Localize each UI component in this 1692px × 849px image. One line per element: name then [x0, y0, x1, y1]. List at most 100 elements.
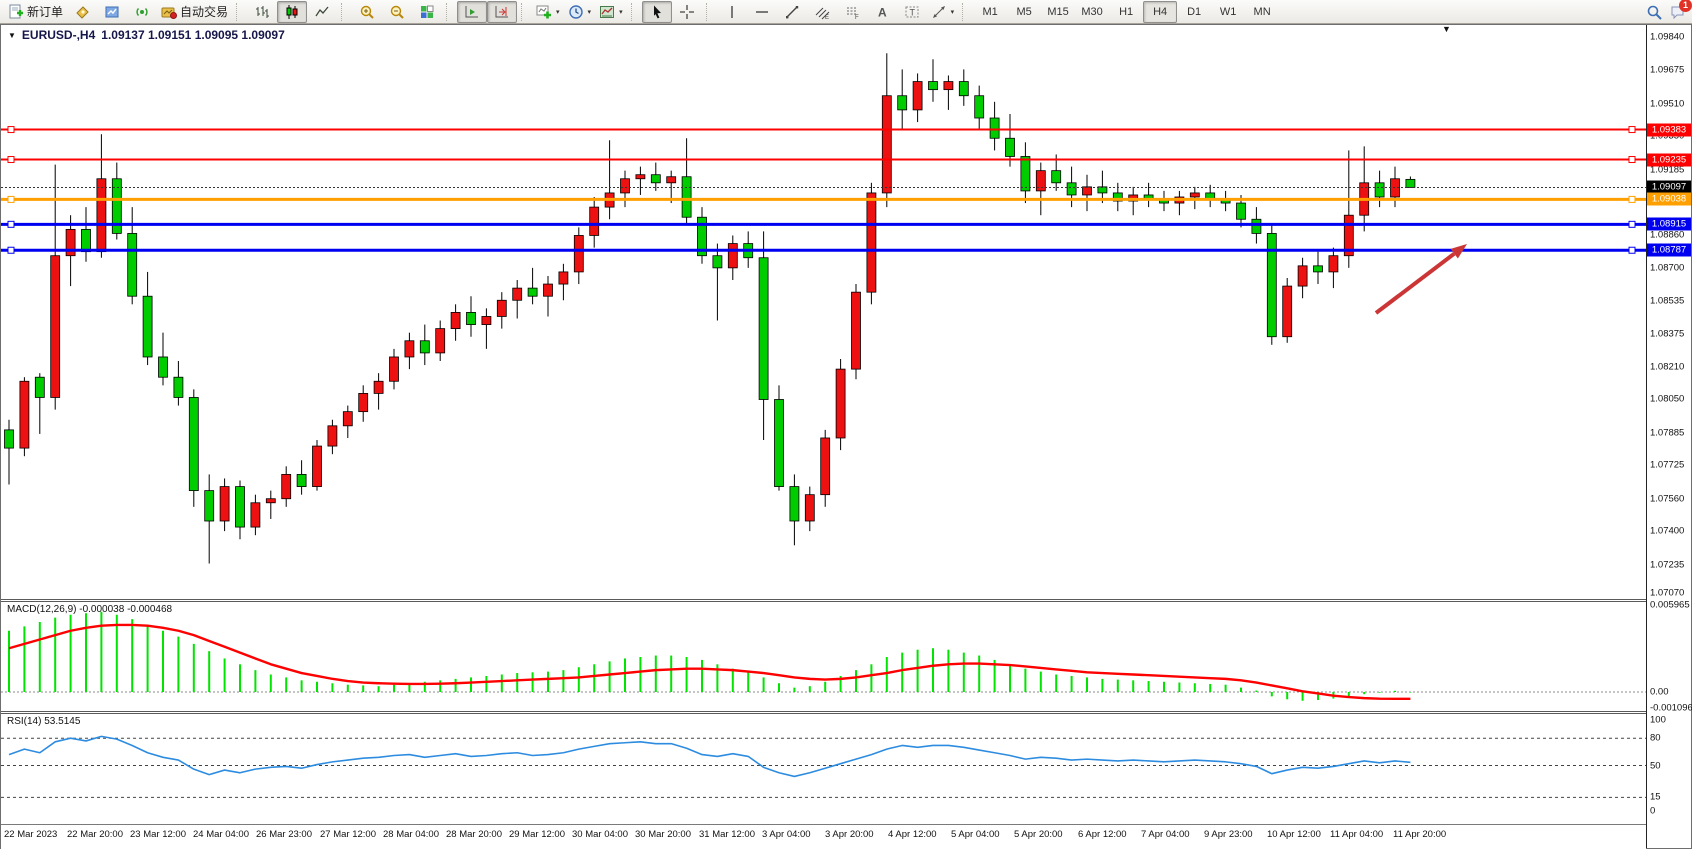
vertical-line-button[interactable] [717, 1, 747, 23]
svg-text:T: T [909, 7, 915, 17]
text-button[interactable]: A [867, 1, 897, 23]
cursor-icon [649, 4, 665, 20]
rsi-chart[interactable] [1, 714, 1646, 824]
timeframe-button-m5[interactable]: M5 [1016, 5, 1032, 18]
chevron-down-icon: ▾ [587, 8, 592, 16]
charts-button[interactable] [97, 1, 127, 23]
connection-button[interactable] [127, 1, 157, 23]
search-icon[interactable] [1646, 4, 1662, 20]
periods-button[interactable]: ▾ [564, 1, 596, 23]
rsi-panel[interactable]: RSI(14) 53.5145 [1, 714, 1646, 824]
line-handle[interactable] [7, 156, 15, 164]
zoom-in-icon [359, 4, 375, 20]
timeframe-button-w1[interactable]: W1 [1219, 5, 1237, 18]
zoom-out-button[interactable] [382, 1, 412, 23]
price-tick-label: 1.09510 [1650, 98, 1685, 110]
line-chart-button[interactable] [307, 1, 337, 23]
candle [204, 474, 215, 564]
time-axis[interactable]: 22 Mar 2023 22 Mar 20:00 23 Mar 12:00 24 Ma… [1, 824, 1646, 849]
price-tick-label: 1.08210 [1650, 361, 1685, 373]
auto-scroll-icon [464, 4, 480, 20]
main-chart-panel[interactable]: ▼ EURUSD-,H4 1.09137 1.09151 1.09095 1.0… [1, 25, 1646, 599]
equidistant-channel-button[interactable]: E [807, 1, 837, 23]
candle [19, 377, 30, 457]
timeframe-button-h1[interactable]: H1 [1119, 5, 1134, 18]
horizontal-line-button[interactable] [747, 1, 777, 23]
symbol-period-label: EURUSD-,H4 [21, 28, 96, 42]
price-axis[interactable]: 1.09840 1.09675 1.09510 1.09350 1.09185 1.090… [1646, 25, 1692, 848]
bar-chart-button[interactable] [247, 1, 277, 23]
line-chart-icon [314, 4, 330, 20]
line-handle[interactable] [1628, 195, 1636, 203]
new-order-button[interactable]: 新订单 [4, 1, 67, 23]
timeframe-button-h4[interactable]: H4 [1143, 0, 1178, 23]
candle [481, 308, 492, 349]
arrows-button[interactable]: ▾ [927, 1, 959, 23]
macd-panel[interactable]: MACD(12,26,9) -0.000038 -0.000468 [1, 602, 1646, 711]
auto-trading-button[interactable]: 自动交易 [157, 1, 232, 23]
tile-windows-icon [419, 4, 435, 20]
time-label: 4 Apr 12:00 [888, 829, 937, 840]
zoom-in-button[interactable] [352, 1, 382, 23]
candle [158, 332, 168, 386]
symbols-button[interactable] [67, 1, 97, 23]
price-tick-label: 1.08860 [1650, 229, 1685, 241]
panel-splitter[interactable] [1, 599, 1646, 602]
scroll-position-marker-icon[interactable]: ▼ [1442, 25, 1451, 34]
candle [1143, 182, 1154, 208]
price-tick-label: 1.09350 [1650, 130, 1685, 142]
timeframe-button-d1[interactable]: D1 [1187, 5, 1202, 18]
level-price-badge: 1.08915 [1647, 217, 1691, 231]
toolbar-separator [446, 2, 454, 21]
time-label: 30 Mar 20:00 [635, 829, 691, 840]
time-label: 30 Mar 04:00 [572, 829, 628, 840]
toolbar-separator [341, 2, 349, 21]
candle [1282, 277, 1293, 343]
panel-splitter[interactable] [1, 711, 1646, 714]
candlestick-chart[interactable] [1, 25, 1646, 599]
chart-dropdown-icon[interactable]: ▼ [8, 30, 16, 40]
toolbar-separator [236, 2, 244, 21]
line-handle[interactable] [7, 126, 15, 134]
fibonacci-button[interactable]: F [837, 1, 867, 23]
candle [666, 170, 677, 204]
crosshair-button[interactable] [672, 1, 702, 23]
candle [81, 207, 91, 262]
timeframe-button-m1[interactable]: M1 [982, 5, 998, 18]
trend-arrow-annotation[interactable] [1374, 244, 1467, 315]
time-label: 22 Mar 20:00 [67, 829, 123, 840]
price-tick-label: 1.08700 [1650, 262, 1685, 274]
auto-scroll-button[interactable] [457, 0, 488, 23]
svg-text:E: E [825, 15, 829, 20]
indicators-button[interactable]: ▾ [532, 1, 564, 23]
line-handle[interactable] [1628, 220, 1636, 228]
line-handle[interactable] [1628, 246, 1636, 254]
community-notification-icon[interactable]: 1 [1670, 0, 1692, 20]
toolbar-right: 1 [1646, 0, 1692, 24]
chart-shift-button[interactable] [487, 0, 518, 23]
line-handle[interactable] [1628, 126, 1636, 134]
candle [1159, 190, 1169, 212]
horizontal-line-icon [754, 4, 770, 20]
line-handle[interactable] [7, 246, 15, 254]
level-price-badge: 1.09038 [1647, 192, 1691, 206]
candle [1374, 170, 1385, 208]
line-handle[interactable] [7, 195, 15, 203]
line-handle[interactable] [7, 220, 15, 228]
macd-chart[interactable] [1, 602, 1646, 711]
candle [635, 166, 646, 195]
timeframe-button-m15[interactable]: M15 [1047, 5, 1069, 18]
trendline-button[interactable] [777, 1, 807, 23]
text-label-button[interactable]: T [897, 1, 927, 23]
candlestick-button[interactable] [277, 0, 308, 23]
line-handle[interactable] [1628, 156, 1636, 164]
tile-windows-button[interactable] [412, 1, 442, 23]
candle [1205, 184, 1216, 208]
candle [358, 385, 369, 422]
rsi-axis-label: 50 [1650, 760, 1661, 771]
candle [1128, 186, 1139, 216]
timeframe-button-mn[interactable]: MN [1253, 5, 1271, 18]
cursor-button[interactable] [641, 0, 672, 23]
templates-button[interactable]: ▾ [595, 1, 627, 23]
timeframe-button-m30[interactable]: M30 [1081, 5, 1103, 18]
